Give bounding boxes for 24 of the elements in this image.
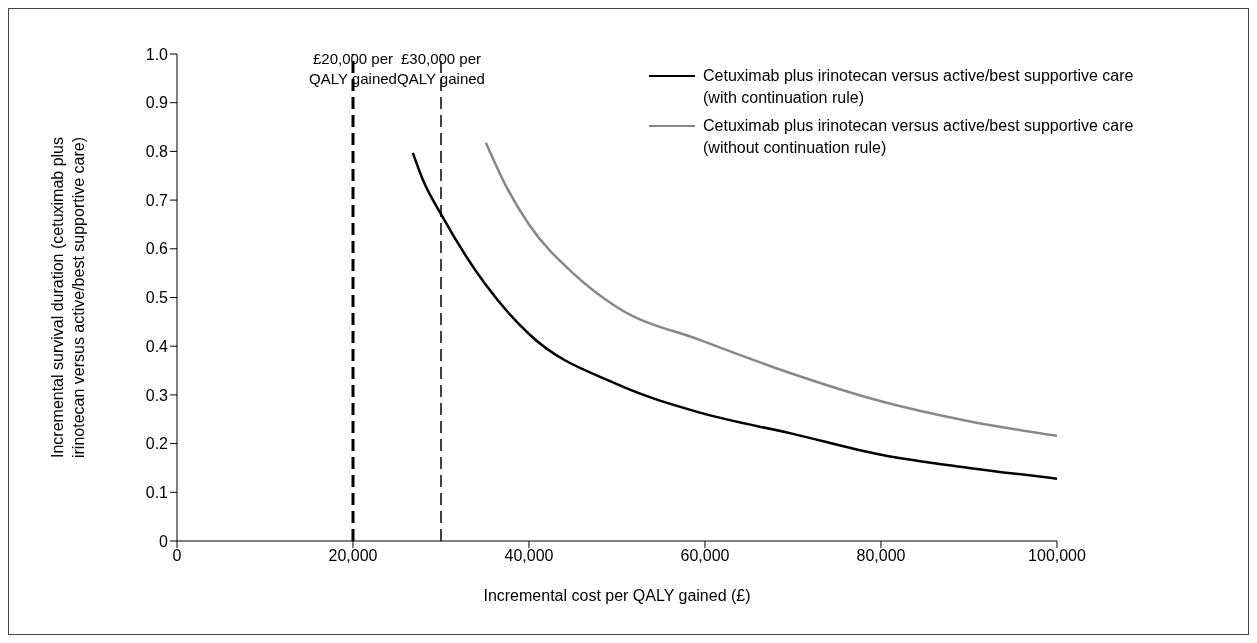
x-tick-label: 20,000	[328, 547, 378, 565]
y-tick-label: 0.5	[145, 289, 169, 307]
y-tick-label: 0.6	[145, 240, 169, 258]
y-tick-label: 0.8	[145, 143, 169, 161]
y-tick-label: 0.7	[145, 191, 169, 209]
y-tick-label: 0.2	[145, 435, 169, 453]
y-axis-title: Incremental survival duration (cetuximab plus irinotecan versus active/best supportive care)	[49, 136, 87, 459]
x-tick-label: 80,000	[856, 547, 906, 565]
ref-line-label: £30,000 per QALY gained	[397, 50, 485, 87]
x-axis-title: Incremental cost per QALY gained (£)	[483, 587, 751, 604]
ref-line-label: £20,000 per QALY gained	[309, 50, 397, 87]
y-tick-label: 0.9	[145, 94, 169, 112]
x-tick-label: 40,000	[504, 547, 554, 565]
y-tick-label: 0.3	[145, 386, 169, 404]
y-tick-label: 0.4	[145, 337, 169, 355]
legend-label: Cetuximab plus irinotecan versus active/best supportive care (without continuation rule)	[703, 116, 1134, 158]
y-tick-label: 1.0	[145, 45, 169, 63]
x-tick-label: 60,000	[680, 547, 730, 565]
x-tick-label: 0	[172, 547, 182, 565]
y-tick-label: 0.1	[145, 483, 169, 501]
legend-label: Cetuximab plus irinotecan versus active/best supportive care (with continuation rule)	[703, 66, 1134, 108]
y-tick-label: 0	[159, 532, 169, 550]
x-tick-label: 100,000	[1028, 547, 1087, 565]
line-series	[484, 141, 1057, 438]
